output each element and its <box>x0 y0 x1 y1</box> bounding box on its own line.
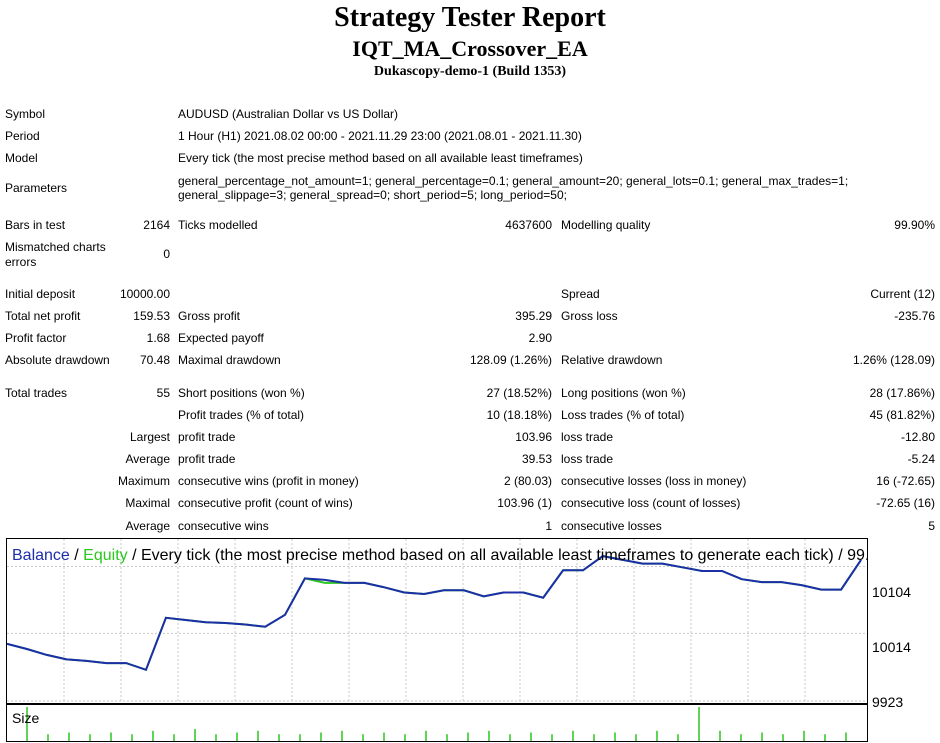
average-profit-label: profit trade <box>178 452 236 466</box>
deposit-value: 10000.00 <box>119 287 170 301</box>
short-positions-label: Short positions (won %) <box>178 386 305 400</box>
period-label: Period <box>5 129 40 143</box>
maximal-consecutive-profit-value: 103.96 (1) <box>497 496 552 510</box>
legend-equity: Equity <box>83 547 128 564</box>
largest-label: Largest <box>129 430 170 444</box>
ticks-value: 4637600 <box>505 218 552 232</box>
legend-balance: Balance <box>12 547 70 564</box>
y-tick-label: 10014 <box>872 639 911 655</box>
symbol-value: AUDUSD (Australian Dollar vs US Dollar) <box>178 107 399 121</box>
short-positions-value: 27 (18.52%) <box>486 386 552 400</box>
average-profit-value: 39.53 <box>521 452 552 466</box>
relative-drawdown-value: 1.26% (128.09) <box>852 353 935 367</box>
max-consecutive-wins-value: 2 (80.03) <box>503 474 552 488</box>
maximal-consecutive-profit-label: consecutive profit (count of wins) <box>178 496 353 510</box>
absolute-drawdown-value: 70.48 <box>139 353 170 367</box>
mismatch-label-2: errors <box>5 255 37 269</box>
maximal-label: Maximal <box>125 496 170 510</box>
profit-trades-label: Profit trades (% of total) <box>178 408 305 422</box>
legend-description: / Every tick (the most precise method ba… <box>127 547 868 564</box>
balance-chart: Balance / Equity / Every tick (the most … <box>6 538 868 704</box>
largest-loss-label: loss trade <box>561 430 614 444</box>
parameters-line-1: general_percentage_not_amount=1; general… <box>178 174 849 188</box>
profit-factor-value: 1.68 <box>146 331 170 345</box>
model-value: Every tick (the most precise method base… <box>178 151 583 165</box>
deposit-label: Initial deposit <box>5 287 76 301</box>
gross-profit-label: Gross profit <box>178 309 241 323</box>
average-consecutive-label: Average <box>125 519 170 533</box>
average-consecutive-wins-value: 1 <box>545 519 552 533</box>
loss-trades-value: 45 (81.82%) <box>869 408 935 422</box>
loss-trades-label: Loss trades (% of total) <box>561 408 685 422</box>
y-tick-label: 10104 <box>872 584 911 600</box>
bars-label: Bars in test <box>5 218 66 232</box>
net-profit-label: Total net profit <box>5 309 81 323</box>
symbol-label: Symbol <box>5 107 46 121</box>
average-consecutive-losses-label: consecutive losses <box>561 519 662 533</box>
max-consecutive-losses-value: 16 (-72.65) <box>876 474 935 488</box>
largest-profit-value: 103.96 <box>515 430 552 444</box>
bars-value: 2164 <box>143 218 170 232</box>
gross-loss-value: -235.76 <box>894 309 935 323</box>
gross-loss-label: Gross loss <box>561 309 618 323</box>
total-trades-label: Total trades <box>5 386 68 400</box>
mismatch-label-1: Mismatched charts <box>5 240 106 254</box>
average-label: Average <box>125 452 170 466</box>
size-label: Size <box>12 710 40 726</box>
parameters-label: Parameters <box>5 181 68 195</box>
balance-line <box>7 555 862 672</box>
largest-loss-value: -12.80 <box>900 430 935 444</box>
legend-separator: / <box>69 547 84 564</box>
size-panel-plot <box>26 707 847 741</box>
quality-label: Modelling quality <box>561 218 651 232</box>
equity-line <box>7 555 862 672</box>
y-tick-label: 9923 <box>872 694 904 710</box>
long-positions-value: 28 (17.86%) <box>869 386 935 400</box>
ticks-label: Ticks modelled <box>178 218 258 232</box>
maximal-drawdown-value: 128.09 (1.26%) <box>469 353 552 367</box>
report-title: Strategy Tester Report <box>334 2 606 33</box>
maximum-label: Maximum <box>117 474 170 488</box>
period-value: 1 Hour (H1) 2021.08.02 00:00 - 2021.11.2… <box>178 129 582 143</box>
gross-profit-value: 395.29 <box>515 309 552 323</box>
average-loss-label: loss trade <box>561 452 614 466</box>
ea-name: IQT_MA_Crossover_EA <box>352 36 588 61</box>
maximal-consecutive-loss-value: -72.65 (16) <box>876 496 935 510</box>
absolute-drawdown-label: Absolute drawdown <box>5 353 110 367</box>
balance-chart-plot <box>7 539 867 703</box>
server-build: Dukascopy-demo-1 (Build 1353) <box>373 64 567 79</box>
expected-payoff-label: Expected payoff <box>178 331 264 345</box>
total-trades-value: 55 <box>156 386 170 400</box>
average-consecutive-losses-value: 5 <box>928 519 935 533</box>
relative-drawdown-label: Relative drawdown <box>561 353 663 367</box>
average-consecutive-wins-label: consecutive wins <box>178 519 269 533</box>
maximal-drawdown-label: Maximal drawdown <box>178 353 281 367</box>
long-positions-label: Long positions (won %) <box>561 386 686 400</box>
profit-trades-value: 10 (18.18%) <box>486 408 552 422</box>
quality-value: 99.90% <box>894 218 935 232</box>
net-profit-value: 159.53 <box>133 309 170 323</box>
largest-profit-label: profit trade <box>178 430 236 444</box>
maximal-consecutive-loss-label: consecutive loss (count of losses) <box>561 496 741 510</box>
size-panel: Size <box>6 704 868 742</box>
mismatch-value: 0 <box>163 247 170 261</box>
max-consecutive-wins-label: consecutive wins (profit in money) <box>178 474 359 488</box>
expected-payoff-value: 2.90 <box>528 331 552 345</box>
max-consecutive-losses-label: consecutive losses (loss in money) <box>561 474 747 488</box>
spread-value: Current (12) <box>870 287 935 301</box>
model-label: Model <box>5 151 38 165</box>
chart-legend: Balance / Equity / Every tick (the most … <box>12 547 868 565</box>
spread-label: Spread <box>561 287 600 301</box>
average-loss-value: -5.24 <box>907 452 935 466</box>
profit-factor-label: Profit factor <box>5 331 67 345</box>
parameters-line-2: general_slippage=3; general_spread=0; sh… <box>178 188 567 202</box>
